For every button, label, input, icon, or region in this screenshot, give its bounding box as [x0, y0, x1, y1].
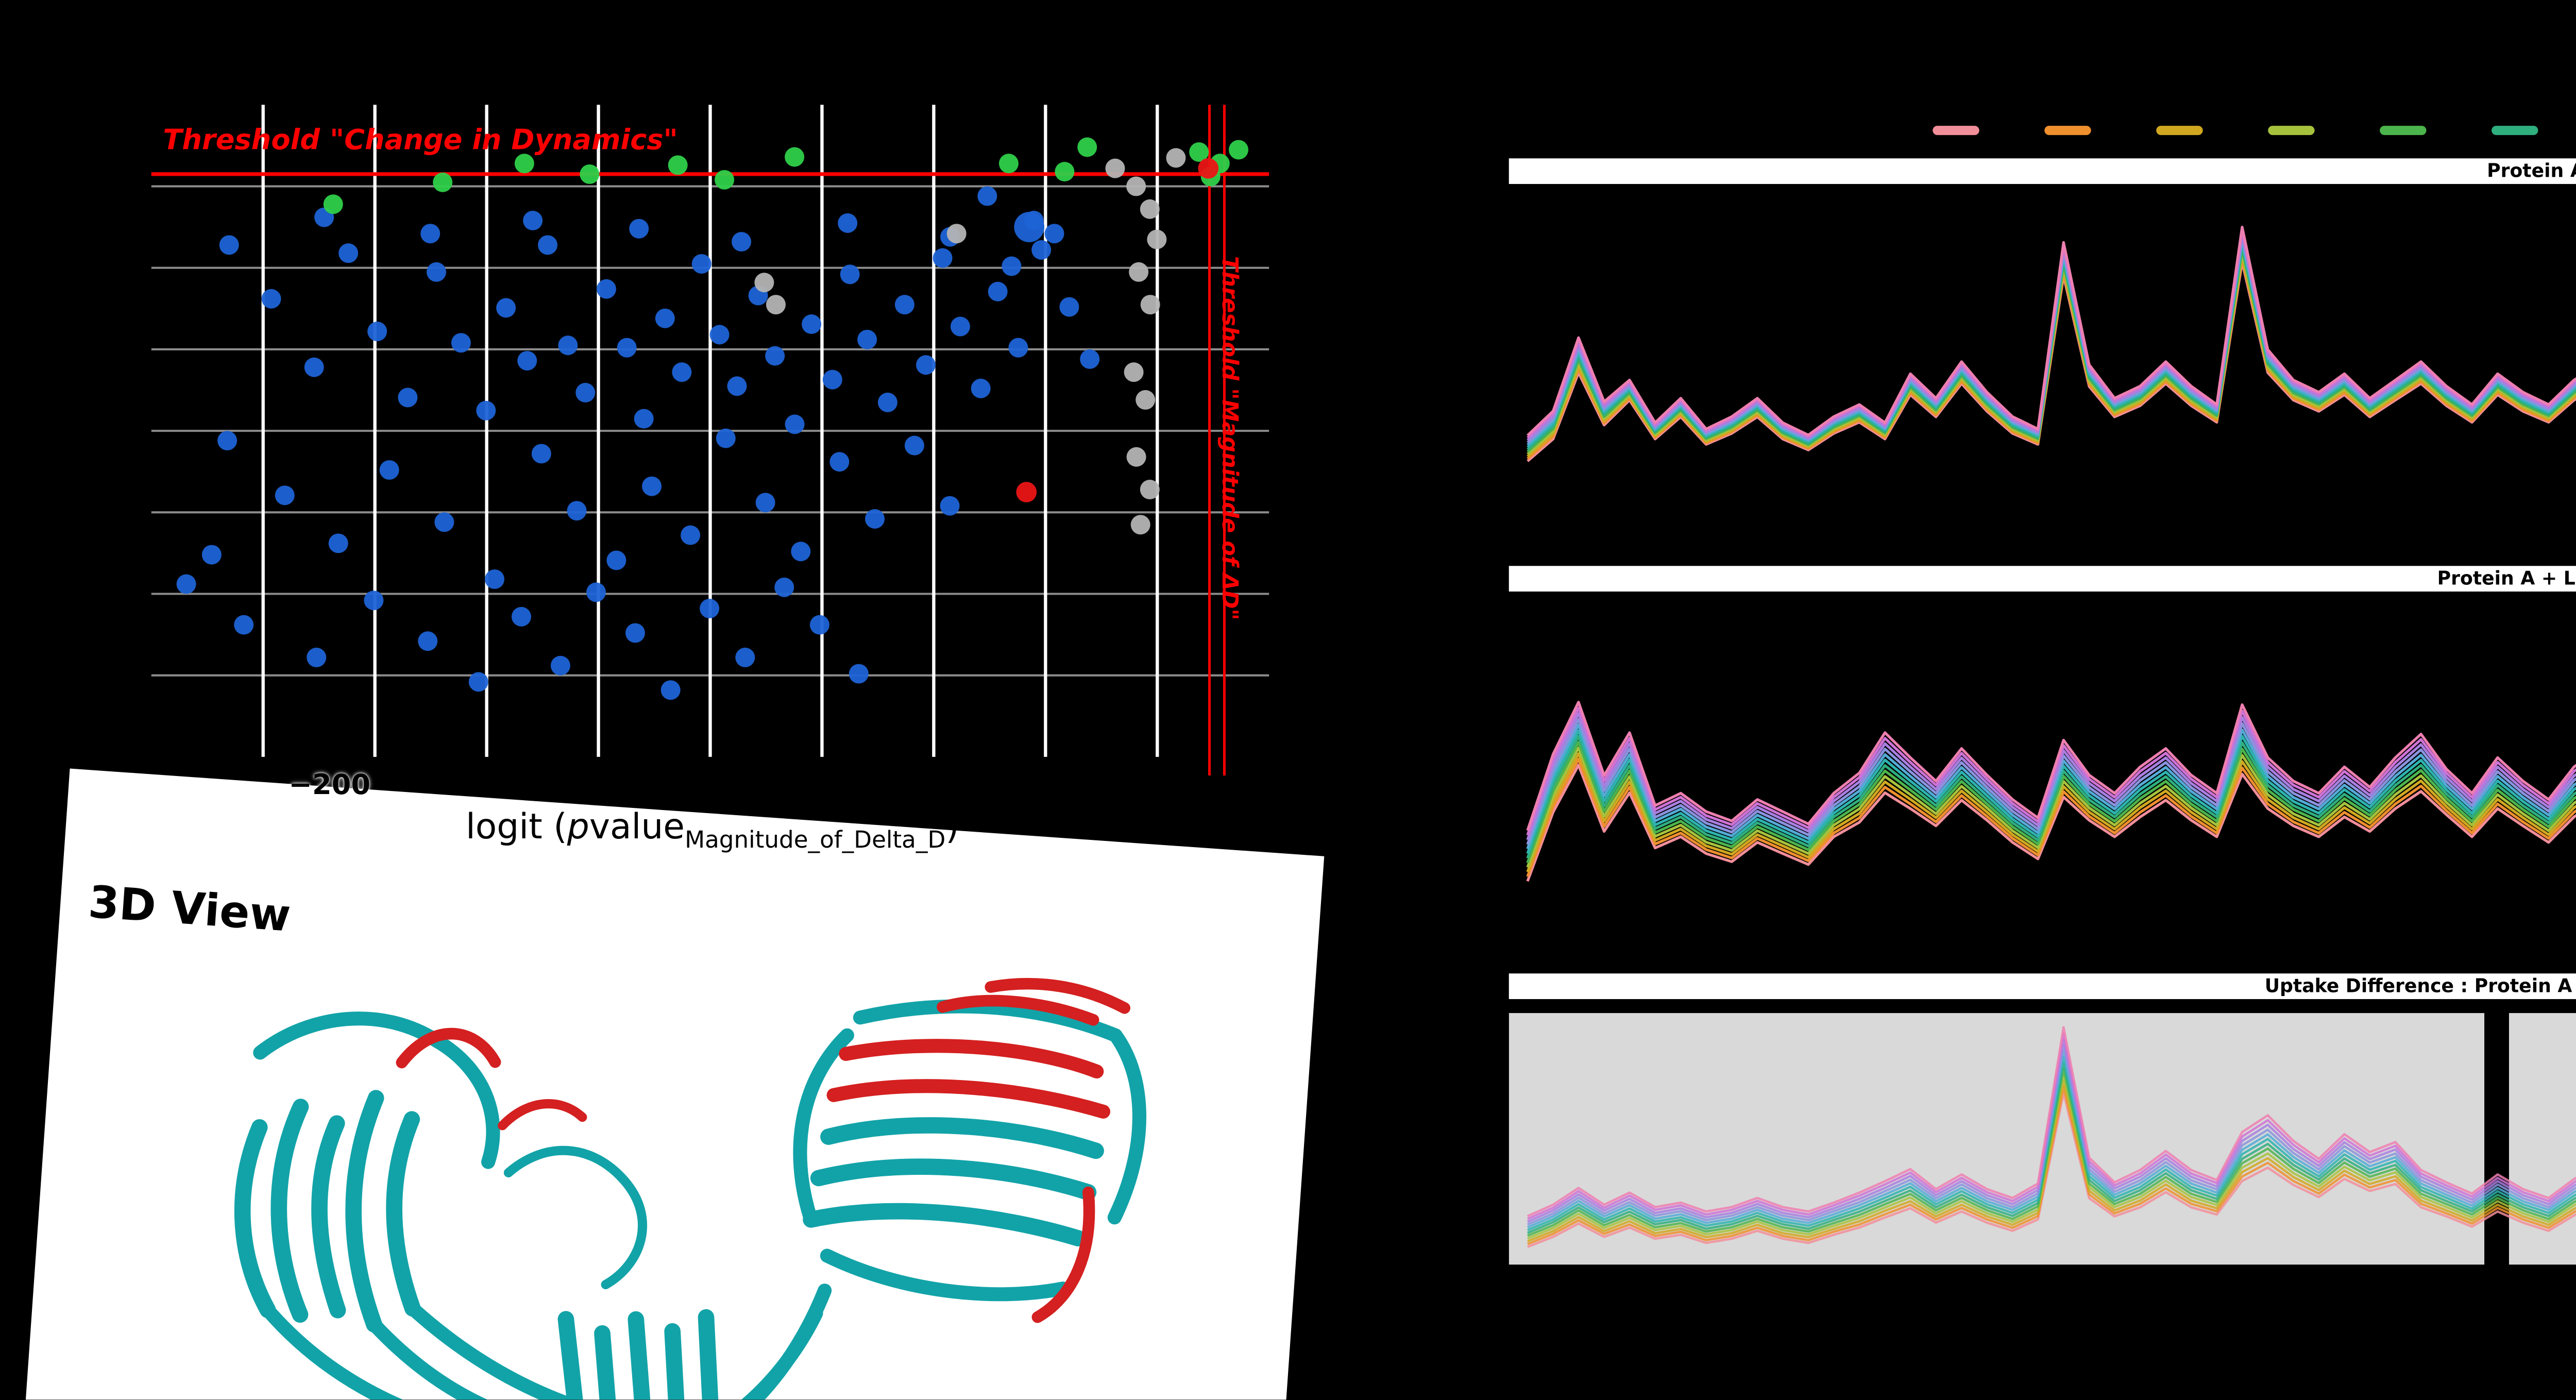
threshold-magnitude-label: Threshold "Magnitude of ΔD": [1215, 256, 1242, 620]
threshold-change-in-dynamics-label: Threshold "Change in Dynamics": [163, 123, 678, 156]
timepoint-legend: [1933, 126, 2576, 134]
3d-view-panel[interactable]: 3D View: [21, 768, 1325, 1400]
legend-dash[interactable]: [2156, 126, 2203, 134]
panel-title-text: Protein A: [2487, 160, 2576, 182]
uptake-plot-protein-a[interactable]: [1509, 187, 2576, 541]
panel-title-protein-a: Protein A: [1509, 158, 2576, 184]
legend-dash[interactable]: [2380, 126, 2427, 134]
axis-label-subscript: Magnitude_of_Delta_D: [685, 829, 946, 855]
panel-title-text: Uptake Difference : Protein A - (Protein…: [2264, 975, 2576, 997]
uptake-difference-plot[interactable]: [1509, 1001, 2576, 1274]
panel-title-protein-a-ligand: Protein A + Ligand: [1509, 566, 2576, 592]
volcano-x-axis-label: logit (pvalueMagnitude_of_Delta_D): [466, 806, 959, 855]
legend-dash[interactable]: [2268, 126, 2315, 134]
axis-label-word: value: [589, 805, 685, 848]
axis-label-suffix: ): [945, 805, 959, 848]
legend-dash[interactable]: [2492, 126, 2538, 134]
volcano-x-tick-label: −200: [289, 768, 371, 801]
volcano-plot-canvas[interactable]: [151, 105, 1269, 776]
legend-dash[interactable]: [1933, 126, 1979, 134]
panel-title-uptake-difference: Uptake Difference : Protein A - (Protein…: [1509, 973, 2576, 999]
axis-label-prefix: logit (: [465, 805, 567, 848]
legend-dash[interactable]: [2044, 126, 2091, 134]
protein-structure[interactable]: [23, 815, 1275, 1400]
uptake-plot-protein-a-ligand[interactable]: [1509, 594, 2576, 948]
panel-title-text: Protein A + Ligand: [2437, 568, 2576, 589]
axis-label-italic-p: p: [567, 805, 589, 848]
